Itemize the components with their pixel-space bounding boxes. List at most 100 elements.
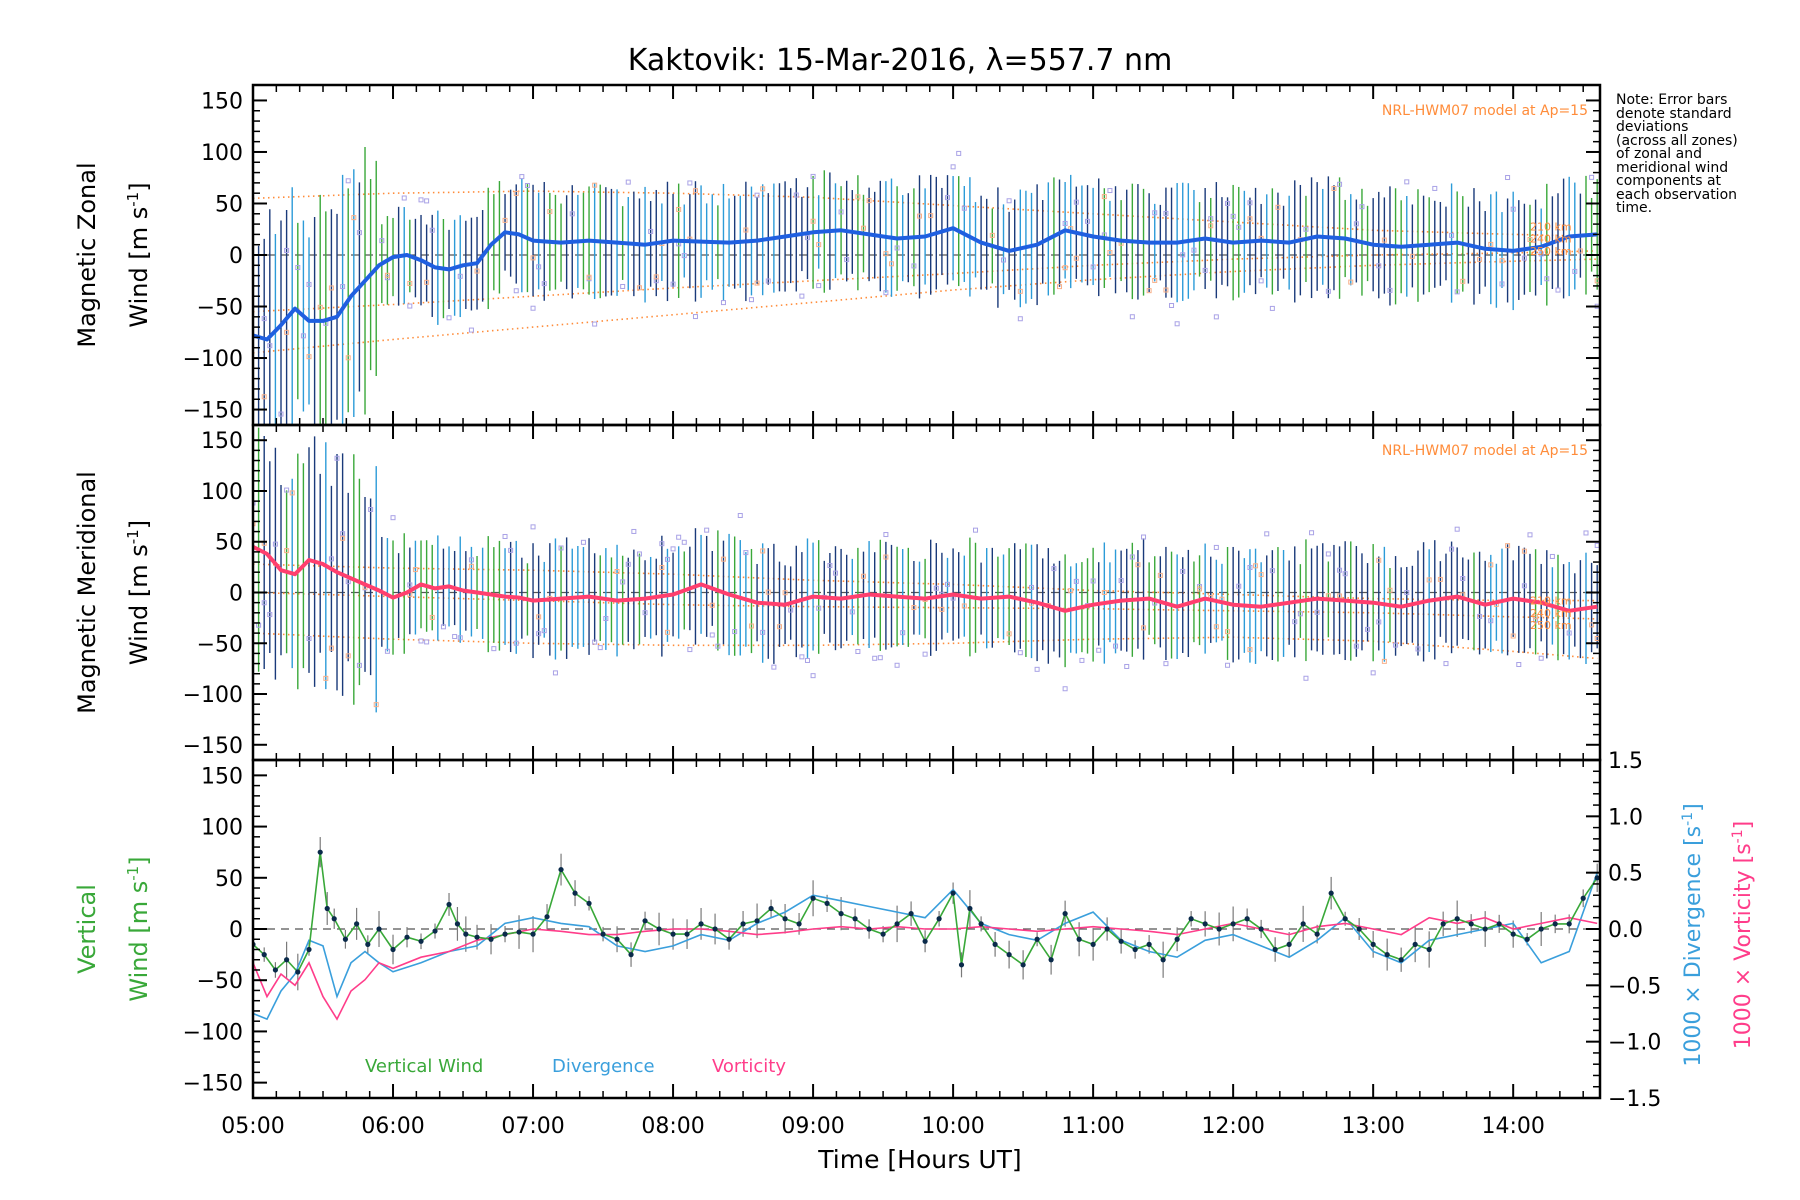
zone-point	[1454, 289, 1460, 295]
zone-point	[1169, 302, 1175, 308]
zone-point	[1124, 663, 1130, 669]
plot-area	[253, 837, 1600, 1021]
vertical-wind-point	[354, 921, 360, 927]
zone-point	[1348, 279, 1354, 285]
zone-point	[760, 186, 766, 192]
zone-point	[1449, 232, 1455, 238]
zone-point	[592, 182, 598, 188]
zone-point	[284, 487, 290, 493]
zone-point	[541, 281, 547, 287]
x-tick-label: 13:00	[1341, 1114, 1404, 1139]
zone-point	[799, 293, 805, 299]
note-box: Note: Error bars denote standard deviation…	[1616, 93, 1781, 216]
zone-point	[1477, 613, 1483, 619]
zone-point	[536, 614, 542, 620]
model-altitude-label: 250 km	[1530, 619, 1572, 632]
y-tick-label: 100	[201, 480, 243, 505]
zone-point	[1527, 532, 1533, 538]
zone-point	[597, 645, 603, 651]
zone-point	[261, 600, 267, 606]
zone-point	[776, 624, 782, 630]
y-axis-label-line1: Magnetic Zonal	[73, 162, 101, 347]
zone-point	[765, 278, 771, 284]
zone-point	[586, 274, 592, 280]
vertical-wind-point	[866, 926, 872, 932]
zone-point	[379, 238, 385, 244]
zone-point	[760, 629, 766, 635]
label-sup: -1	[1680, 812, 1696, 826]
zone-point	[1247, 565, 1253, 571]
model-altitude-label: 240 km	[1530, 233, 1572, 246]
zone-point	[933, 585, 939, 591]
vertical-wind-point	[824, 900, 830, 906]
zone-point	[1230, 213, 1236, 219]
zone-point	[1258, 278, 1264, 284]
zone-point	[340, 284, 346, 290]
vorticity-line	[253, 916, 1598, 1021]
zone-point	[659, 564, 665, 570]
label-close: ]	[1731, 821, 1756, 830]
zone-point	[1549, 553, 1555, 559]
label-close: ]	[125, 182, 153, 191]
zone-point	[888, 261, 894, 267]
zone-point	[950, 164, 956, 170]
vertical-wind-point	[1090, 941, 1096, 947]
zone-point	[1006, 198, 1012, 204]
zone-point	[278, 411, 284, 417]
zone-point	[1180, 568, 1186, 574]
zone-point	[351, 215, 357, 221]
zone-point	[1269, 568, 1275, 574]
vertical-wind-point	[474, 934, 480, 940]
zone-point	[1437, 576, 1443, 582]
zone-point	[580, 539, 586, 545]
zone-point	[457, 635, 463, 641]
zone-point	[1051, 566, 1057, 572]
vertical-wind-point	[908, 911, 914, 917]
zone-point	[704, 527, 710, 533]
zone-point	[709, 632, 715, 638]
y-tick-label: −150	[183, 1072, 243, 1097]
zone-point	[1253, 563, 1259, 569]
zone-point	[1488, 241, 1494, 247]
zone-point	[1510, 633, 1516, 639]
zone-point	[267, 612, 273, 618]
zone-point	[1236, 583, 1242, 589]
x-axis: 05:00 06:00 07:00 08:00 09:00 10:00 11:00 12:00…	[221, 1114, 1545, 1139]
zone-point	[1505, 175, 1511, 181]
vertical-wind-point	[1006, 952, 1012, 958]
zone-point	[1499, 258, 1505, 264]
zone-point	[1202, 267, 1208, 273]
zone-point	[849, 609, 855, 615]
zone-point	[1275, 204, 1281, 210]
zone-point	[345, 653, 351, 659]
vertical-wind-point	[1146, 941, 1152, 947]
zone-point	[345, 579, 351, 585]
zone-point	[793, 192, 799, 198]
vertical-wind-point	[1258, 926, 1264, 932]
zone-point	[328, 645, 334, 651]
chart-title: Kaktovik: 15-Mar-2016, λ=557.7 nm	[628, 43, 1173, 78]
zone-point	[631, 528, 637, 534]
zone-point	[1538, 251, 1544, 257]
zone-point	[816, 242, 822, 248]
label-close: ]	[125, 520, 153, 529]
zone-point	[1337, 181, 1343, 187]
zone-point	[737, 512, 743, 518]
note-line: denote standard	[1616, 105, 1732, 122]
zone-point	[855, 649, 861, 655]
zone-point	[1191, 247, 1197, 253]
x-tick-label: 06:00	[361, 1114, 424, 1139]
label-text: Wind [m s	[125, 881, 153, 1002]
vertical-wind-point	[404, 934, 410, 940]
zone-point	[1118, 578, 1124, 584]
zone-point	[844, 257, 850, 263]
vertical-wind-point	[1188, 916, 1194, 922]
model-label: NRL-HWM07 model at Ap=15	[1382, 443, 1588, 459]
zone-point	[1381, 658, 1387, 664]
zone-point	[754, 280, 760, 286]
vertical-wind-point	[1048, 957, 1054, 963]
zone-point	[922, 651, 928, 657]
zone-point	[418, 638, 424, 644]
zone-point	[692, 188, 698, 194]
zone-point	[754, 192, 760, 198]
